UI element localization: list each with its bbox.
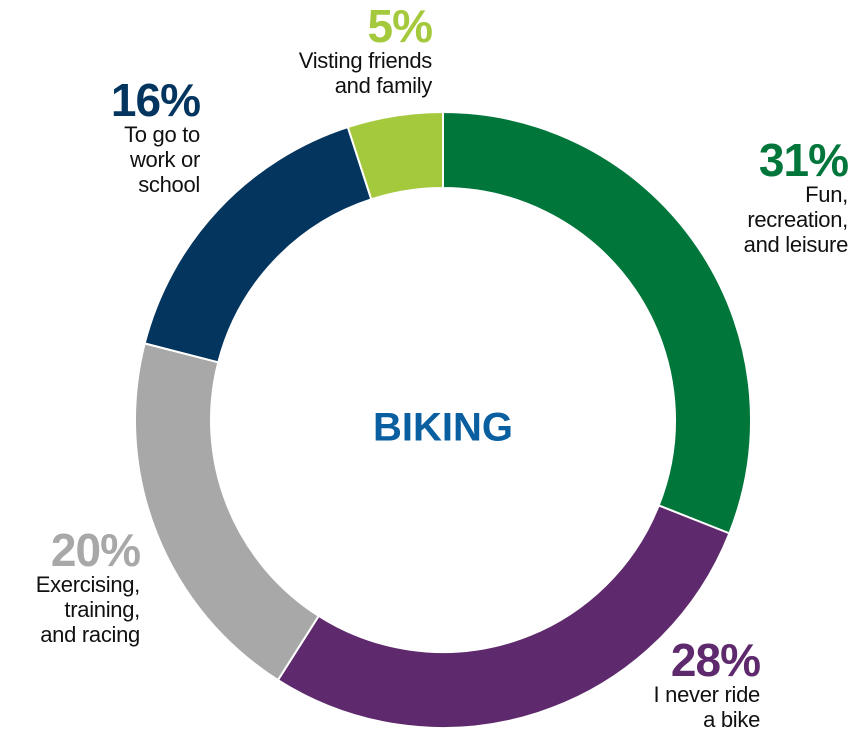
- donut-slice: [442, 110, 752, 535]
- slice-label: 5% Visting friends and family: [298, 0, 433, 98]
- category-label: I never ride a bike: [653, 682, 761, 730]
- donut-slice: [276, 504, 731, 729]
- percent-label: 5%: [367, 0, 433, 52]
- percent-label: 28%: [670, 634, 761, 686]
- percent-label: 20%: [50, 524, 141, 576]
- category-label: Visting friends and family: [298, 48, 433, 98]
- slice-label: 16% To go to work or school: [110, 74, 201, 197]
- slice-label: 31% Fun, recreation, and leisure: [743, 134, 849, 257]
- donut-slice: [134, 342, 321, 682]
- category-label: Exercising, training, and racing: [35, 572, 141, 647]
- category-label: To go to work or school: [124, 122, 200, 197]
- slice-label: 20% Exercising, training, and racing: [35, 524, 141, 647]
- category-label: Fun, recreation, and leisure: [743, 182, 849, 257]
- percent-label: 31%: [758, 134, 849, 186]
- chart-title: BIKING: [373, 406, 513, 450]
- slice-label: 28% I never ride a bike: [653, 634, 761, 730]
- donut-slice: [346, 110, 444, 201]
- percent-label: 16%: [110, 74, 201, 126]
